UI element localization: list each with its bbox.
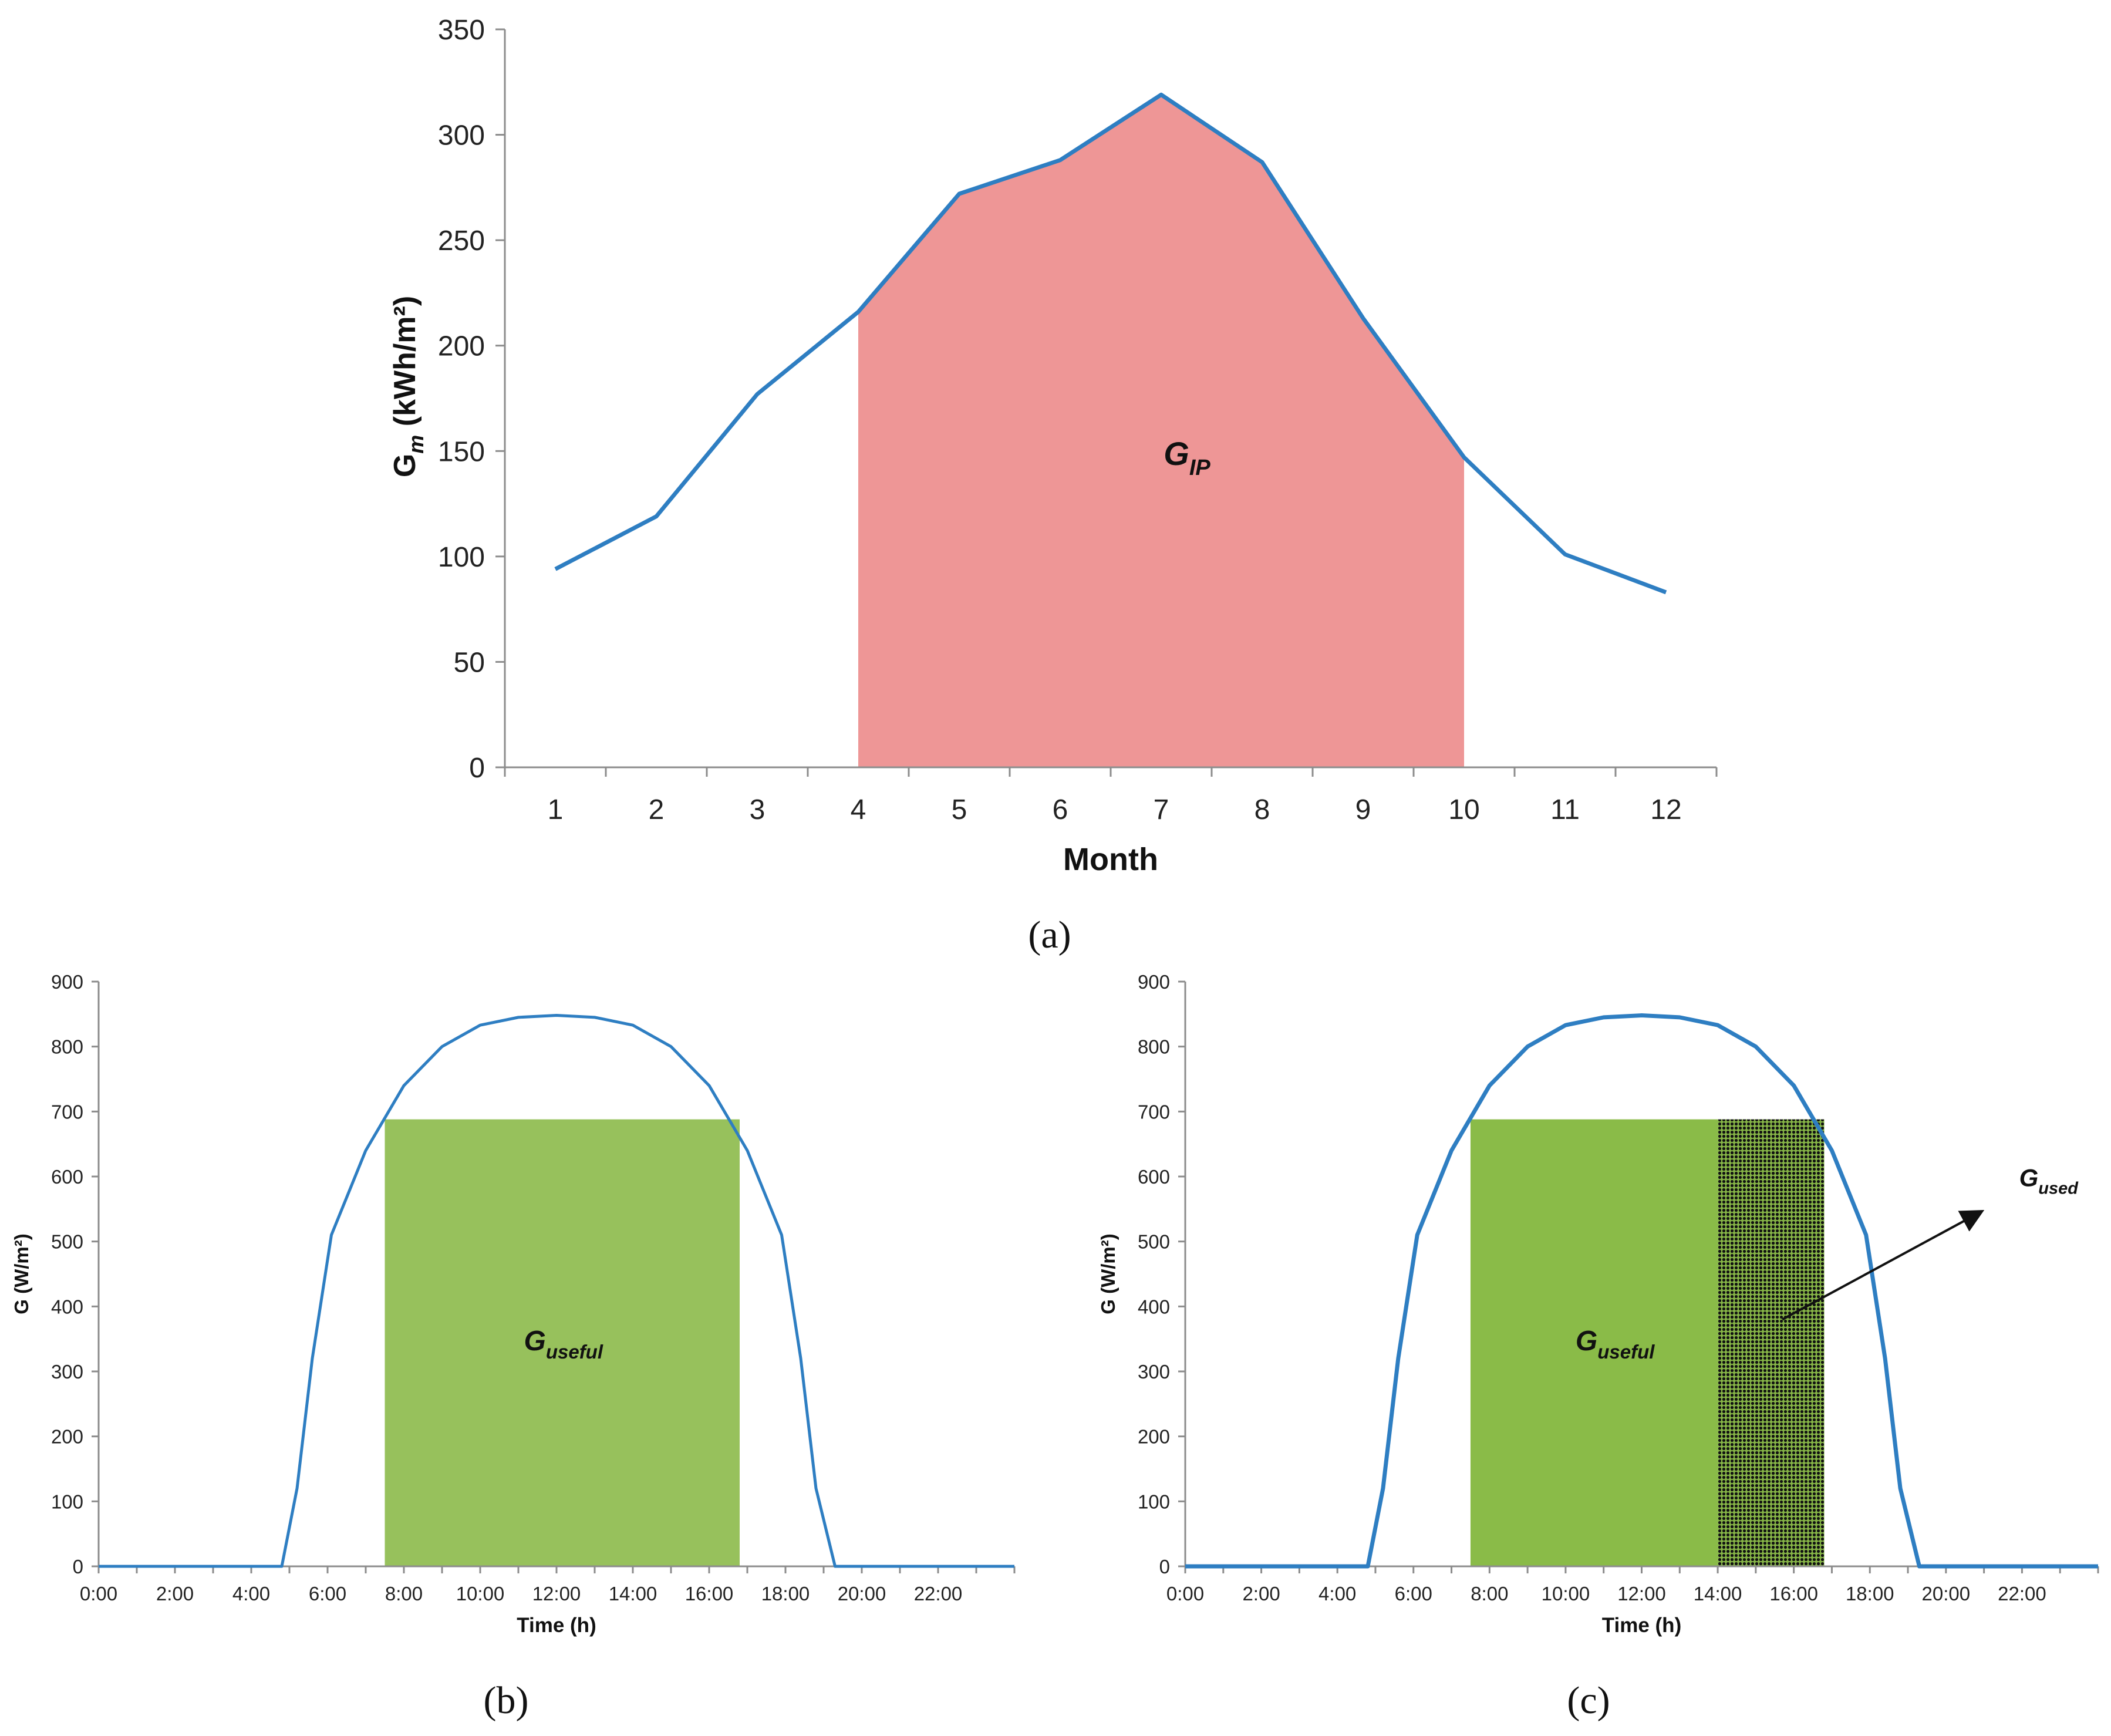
y-tick-label: 600 [51, 1166, 83, 1188]
y-tick-label: 600 [1138, 1166, 1170, 1188]
y-tick-label: 250 [438, 225, 485, 257]
x-tick-label: 5 [952, 794, 967, 825]
y-tick-label: 100 [438, 542, 485, 573]
gused-dotted-rect [1718, 1119, 1825, 1566]
x-tick-label: 2 [649, 794, 665, 825]
x-tick-label: 3 [750, 794, 766, 825]
x-tick-label: 22:00 [1998, 1583, 2046, 1604]
y-tick-label: 400 [1138, 1296, 1170, 1317]
x-tick-label: 4 [851, 794, 866, 825]
x-tick-label: 7 [1154, 794, 1169, 825]
x-axis-title: Time (h) [1602, 1614, 1681, 1637]
x-tick-label: 20:00 [838, 1583, 886, 1604]
y-tick-label: 500 [1138, 1231, 1170, 1253]
x-axis-title: Time (h) [517, 1614, 596, 1637]
x-tick-label: 1 [548, 794, 564, 825]
y-tick-label: 800 [51, 1036, 83, 1058]
x-tick-label: 6:00 [1395, 1583, 1432, 1604]
y-axis-title: Gm (kWh/m²) [388, 296, 428, 477]
x-tick-label: 18:00 [761, 1583, 810, 1604]
x-tick-label: 11 [1550, 794, 1580, 825]
x-tick-label: 4:00 [232, 1583, 270, 1604]
y-tick-label: 300 [438, 120, 485, 151]
x-tick-label: 10:00 [1542, 1583, 1590, 1604]
y-tick-label: 150 [438, 436, 485, 467]
gm-series-line [554, 92, 1667, 595]
y-tick-label: 0 [73, 1556, 83, 1577]
x-tick-label: 8:00 [385, 1583, 423, 1604]
gused-useful-rect [1470, 1119, 1718, 1566]
x-tick-label: 8 [1255, 794, 1270, 825]
panel-c-daily-useful-and-used-irradiance-chart: 0 100 200 300 400 500 600 700 800 900 0:00 2:00 4:00… [1097, 971, 2099, 1722]
x-tick-label: 22:00 [914, 1583, 963, 1604]
y-tick-label: 100 [1138, 1491, 1170, 1512]
irradiance-curve [99, 1014, 1014, 1568]
gused-useful-rect [385, 1119, 740, 1566]
y-tick-label: 900 [1138, 971, 1170, 993]
gused-label: Gused [2019, 1164, 2079, 1198]
y-tick-label: 500 [51, 1231, 83, 1253]
x-tick-label: 14:00 [609, 1583, 657, 1604]
x-tick-label: 20:00 [1922, 1583, 1971, 1604]
guseful-label: Guseful [524, 1326, 603, 1363]
x-tick-label: 2:00 [156, 1583, 194, 1604]
x-tick-label: 12:00 [532, 1583, 581, 1604]
y-tick-label: 50 [454, 647, 485, 678]
y-tick-label: 700 [1138, 1101, 1170, 1122]
x-tick-label: 16:00 [1769, 1583, 1818, 1604]
y-tick-label: 400 [51, 1296, 83, 1317]
x-tick-label: 8:00 [1471, 1583, 1508, 1604]
x-tick-label: 6:00 [309, 1583, 346, 1604]
guseful-label: Guseful [1576, 1326, 1655, 1363]
y-tick-label: 300 [1138, 1361, 1170, 1383]
x-tick-label: 4:00 [1318, 1583, 1356, 1604]
y-axis-title: G (W/m²) [11, 1233, 32, 1314]
y-tick-label: 350 [438, 15, 485, 46]
y-tick-label: 100 [51, 1491, 83, 1512]
y-tick-label: 700 [51, 1101, 83, 1122]
x-tick-label: 10:00 [456, 1583, 505, 1604]
x-tick-label: 9 [1355, 794, 1371, 825]
x-tick-label: 6 [1053, 794, 1068, 825]
x-tick-label: 16:00 [685, 1583, 734, 1604]
gip-label: GIP [1164, 435, 1210, 480]
gused-arrow [1782, 1210, 1985, 1321]
y-tick-label: 900 [51, 971, 83, 993]
y-tick-label: 0 [469, 753, 485, 784]
y-tick-label: 200 [51, 1426, 83, 1448]
caption-c: (c) [1567, 1679, 1610, 1722]
caption-b: (b) [484, 1679, 529, 1722]
x-tick-label: 0:00 [80, 1583, 117, 1604]
x-tick-label: 0:00 [1166, 1583, 1204, 1604]
x-axis-title: Month [1063, 842, 1158, 877]
y-tick-label: 800 [1138, 1036, 1170, 1058]
y-tick-label: 0 [1159, 1556, 1170, 1577]
x-tick-label: 18:00 [1846, 1583, 1894, 1604]
x-tick-label: 14:00 [1694, 1583, 1742, 1604]
panel-b-daily-useful-irradiance-chart: 0 100 200 300 400 500 600 700 800 900 0:00 2:00 4:00… [11, 971, 1016, 1722]
irradiance-curve [1185, 1013, 2098, 1569]
x-tick-label: 12 [1650, 794, 1681, 825]
y-tick-label: 200 [438, 331, 485, 362]
caption-a: (a) [1028, 913, 1071, 956]
x-tick-label: 10 [1448, 794, 1479, 825]
x-tick-label: 2:00 [1242, 1583, 1280, 1604]
y-tick-label: 300 [51, 1361, 83, 1383]
y-tick-label: 200 [1138, 1426, 1170, 1448]
gip-shaded-area [858, 95, 1464, 768]
y-axis-title: G (W/m²) [1097, 1233, 1119, 1314]
x-tick-label: 12:00 [1617, 1583, 1666, 1604]
